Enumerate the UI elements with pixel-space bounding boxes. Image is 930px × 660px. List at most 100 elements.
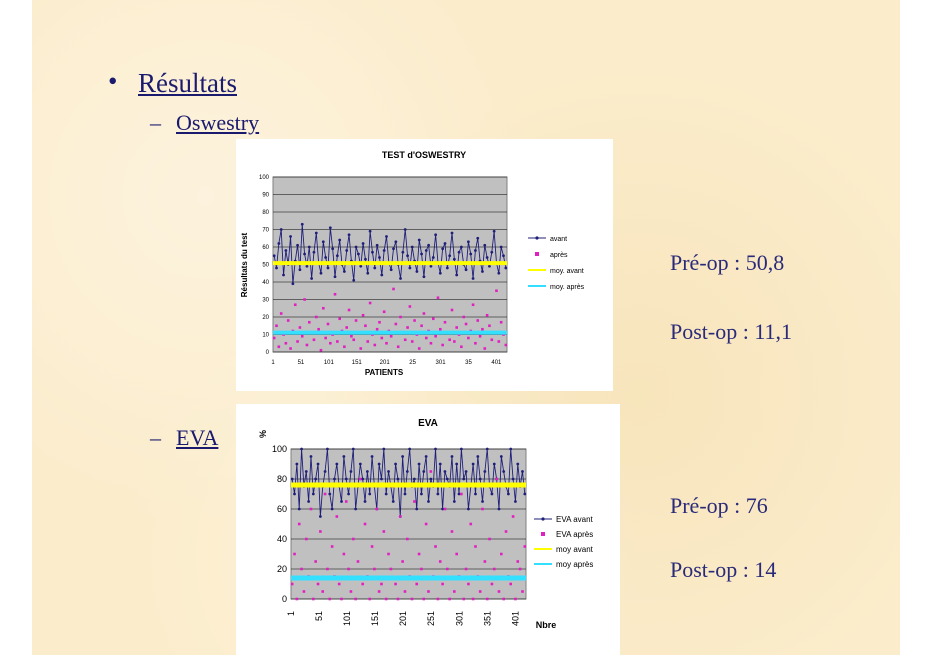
data-point bbox=[389, 334, 393, 338]
data-point bbox=[410, 245, 414, 249]
data-point bbox=[497, 340, 501, 343]
x-tick-label: 201 bbox=[398, 611, 408, 626]
data-point bbox=[361, 242, 365, 245]
data-point bbox=[330, 507, 334, 511]
data-point bbox=[272, 254, 276, 258]
data-point bbox=[342, 270, 346, 273]
data-point bbox=[497, 271, 501, 275]
data-point bbox=[408, 305, 412, 308]
data-point bbox=[359, 347, 363, 350]
data-point bbox=[389, 268, 393, 272]
data-point bbox=[490, 492, 494, 496]
data-point bbox=[359, 477, 362, 481]
data-point bbox=[358, 462, 362, 466]
data-point bbox=[370, 545, 374, 548]
data-point bbox=[438, 462, 442, 466]
data-point bbox=[460, 345, 463, 349]
data-point bbox=[347, 308, 351, 312]
data-point bbox=[275, 266, 278, 270]
data-point bbox=[361, 582, 364, 586]
data-point bbox=[485, 256, 489, 259]
data-point bbox=[431, 256, 435, 259]
y-tick-label: 100 bbox=[272, 444, 287, 454]
data-point bbox=[424, 336, 428, 340]
data-point bbox=[492, 462, 496, 466]
data-point bbox=[499, 245, 503, 249]
chart-title: EVA bbox=[418, 418, 438, 429]
data-point bbox=[354, 507, 358, 511]
data-point bbox=[370, 455, 374, 458]
legend-entry: moy avant bbox=[556, 545, 594, 554]
data-point bbox=[303, 252, 306, 256]
data-point bbox=[333, 292, 337, 296]
data-point bbox=[434, 545, 437, 548]
legend-entry: moy. avant bbox=[550, 268, 584, 275]
data-point bbox=[398, 515, 402, 518]
data-point bbox=[467, 507, 470, 511]
data-point bbox=[424, 249, 428, 252]
data-point bbox=[344, 500, 348, 503]
data-point bbox=[338, 317, 341, 321]
data-point bbox=[403, 338, 407, 342]
data-point bbox=[343, 345, 346, 349]
data-point bbox=[434, 334, 437, 338]
data-point bbox=[380, 273, 384, 277]
data-point bbox=[399, 277, 402, 280]
data-point bbox=[351, 447, 355, 451]
data-point bbox=[300, 447, 303, 451]
data-point bbox=[464, 322, 468, 326]
data-point bbox=[417, 462, 421, 466]
data-point bbox=[366, 271, 370, 275]
data-point bbox=[382, 249, 386, 252]
data-point bbox=[401, 560, 404, 563]
data-point bbox=[478, 334, 482, 338]
y-tick-label: 60 bbox=[262, 245, 269, 251]
data-point bbox=[506, 492, 510, 496]
data-point bbox=[378, 256, 381, 259]
data-point bbox=[337, 582, 341, 586]
data-point bbox=[387, 552, 390, 556]
y-tick-label: 80 bbox=[277, 474, 287, 484]
series-avant bbox=[272, 222, 508, 286]
data-point bbox=[500, 552, 503, 556]
data-point bbox=[521, 590, 524, 593]
legend-swatch bbox=[541, 532, 545, 536]
legend-entry: EVA après bbox=[556, 530, 593, 539]
data-point bbox=[511, 477, 515, 481]
data-point bbox=[289, 347, 292, 350]
data-point bbox=[499, 320, 503, 324]
data-point bbox=[319, 348, 323, 352]
data-point bbox=[345, 249, 349, 252]
data-point bbox=[464, 268, 468, 272]
data-point bbox=[394, 582, 397, 586]
data-point bbox=[490, 250, 494, 254]
data-point bbox=[488, 537, 491, 541]
data-point bbox=[375, 327, 379, 331]
data-point bbox=[394, 240, 398, 244]
heading-bullet: • bbox=[108, 66, 118, 96]
data-point bbox=[387, 470, 390, 473]
data-point bbox=[485, 313, 489, 317]
data-point bbox=[347, 492, 350, 496]
data-point bbox=[380, 582, 383, 586]
data-point bbox=[464, 470, 468, 473]
data-point bbox=[406, 326, 409, 329]
data-point bbox=[326, 567, 329, 571]
data-point bbox=[354, 319, 358, 322]
data-point bbox=[427, 243, 431, 247]
data-point bbox=[413, 319, 416, 322]
data-point bbox=[340, 500, 343, 503]
data-point bbox=[290, 582, 294, 586]
data-point bbox=[417, 552, 421, 556]
data-point bbox=[436, 597, 440, 601]
data-point bbox=[392, 287, 395, 291]
data-point bbox=[319, 530, 322, 533]
data-point bbox=[434, 447, 437, 451]
data-point bbox=[363, 522, 367, 526]
data-point bbox=[380, 477, 383, 481]
data-point bbox=[471, 462, 475, 466]
data-point bbox=[373, 567, 376, 571]
x-tick-label: 401 bbox=[491, 360, 502, 366]
data-point bbox=[436, 296, 440, 300]
x-tick-label: 201 bbox=[380, 360, 391, 366]
